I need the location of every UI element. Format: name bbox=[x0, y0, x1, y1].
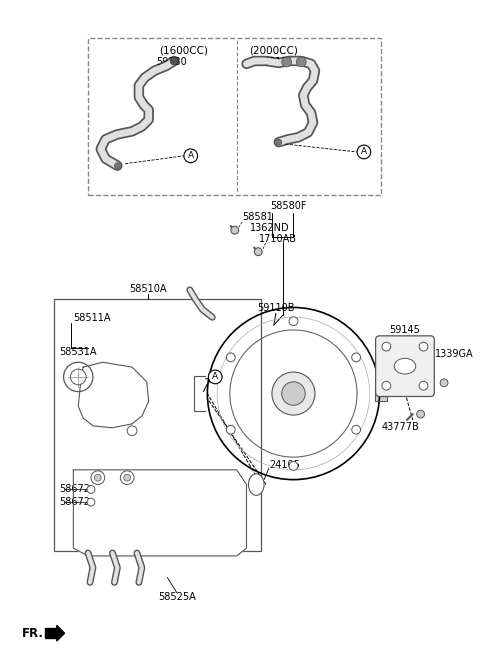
Text: 58531A: 58531A bbox=[59, 348, 96, 357]
Ellipse shape bbox=[394, 358, 416, 374]
Circle shape bbox=[417, 410, 424, 418]
Circle shape bbox=[95, 474, 101, 481]
Circle shape bbox=[296, 57, 306, 67]
Text: 58580F: 58580F bbox=[270, 201, 307, 211]
Circle shape bbox=[208, 370, 222, 384]
Circle shape bbox=[227, 425, 235, 434]
Circle shape bbox=[419, 381, 428, 390]
Text: 59110B: 59110B bbox=[257, 304, 295, 313]
Ellipse shape bbox=[249, 474, 264, 495]
Circle shape bbox=[87, 498, 95, 506]
Text: 58581: 58581 bbox=[242, 212, 274, 223]
Text: A: A bbox=[361, 147, 367, 156]
Circle shape bbox=[231, 226, 239, 234]
Circle shape bbox=[382, 342, 391, 351]
Text: 58672: 58672 bbox=[59, 484, 90, 495]
Text: 43777B: 43777B bbox=[381, 422, 419, 432]
Circle shape bbox=[254, 248, 262, 256]
Circle shape bbox=[91, 471, 105, 484]
Circle shape bbox=[170, 57, 178, 65]
Text: 58525A: 58525A bbox=[158, 592, 196, 602]
Circle shape bbox=[207, 307, 380, 480]
Text: 1339GA: 1339GA bbox=[435, 350, 474, 359]
Circle shape bbox=[227, 353, 235, 362]
Text: 58511A: 58511A bbox=[73, 313, 111, 323]
Text: A: A bbox=[212, 373, 218, 382]
Text: 58510A: 58510A bbox=[129, 284, 167, 294]
Bar bbox=[88, 39, 382, 195]
Circle shape bbox=[87, 486, 95, 493]
Circle shape bbox=[419, 342, 428, 351]
Text: (2000CC): (2000CC) bbox=[250, 45, 298, 55]
Circle shape bbox=[63, 362, 93, 392]
Circle shape bbox=[352, 425, 360, 434]
Text: 59130: 59130 bbox=[264, 57, 294, 67]
Circle shape bbox=[272, 372, 315, 415]
Polygon shape bbox=[78, 362, 149, 428]
Circle shape bbox=[282, 57, 291, 67]
Polygon shape bbox=[73, 470, 247, 556]
Text: A: A bbox=[188, 151, 194, 160]
Bar bbox=[54, 299, 261, 551]
Circle shape bbox=[289, 461, 298, 470]
Circle shape bbox=[120, 471, 134, 484]
Circle shape bbox=[282, 382, 305, 405]
Circle shape bbox=[124, 474, 131, 481]
Text: 59130: 59130 bbox=[156, 57, 187, 67]
Text: 24105: 24105 bbox=[269, 460, 300, 470]
Circle shape bbox=[71, 369, 86, 385]
Polygon shape bbox=[57, 625, 64, 641]
Text: 59145: 59145 bbox=[390, 325, 420, 335]
Circle shape bbox=[184, 149, 198, 163]
Circle shape bbox=[114, 163, 120, 169]
Text: (1600CC): (1600CC) bbox=[159, 45, 208, 55]
Circle shape bbox=[289, 317, 298, 326]
Circle shape bbox=[127, 426, 137, 436]
Text: FR.: FR. bbox=[22, 627, 44, 640]
Circle shape bbox=[440, 379, 448, 387]
Text: 58672: 58672 bbox=[59, 497, 90, 507]
Circle shape bbox=[352, 353, 360, 362]
Circle shape bbox=[357, 145, 371, 159]
Circle shape bbox=[382, 381, 391, 390]
Polygon shape bbox=[375, 386, 387, 401]
FancyBboxPatch shape bbox=[376, 336, 434, 396]
Text: 1362ND: 1362ND bbox=[251, 223, 290, 233]
Polygon shape bbox=[45, 628, 57, 638]
Text: 1710AB: 1710AB bbox=[259, 234, 297, 244]
Circle shape bbox=[276, 139, 282, 145]
